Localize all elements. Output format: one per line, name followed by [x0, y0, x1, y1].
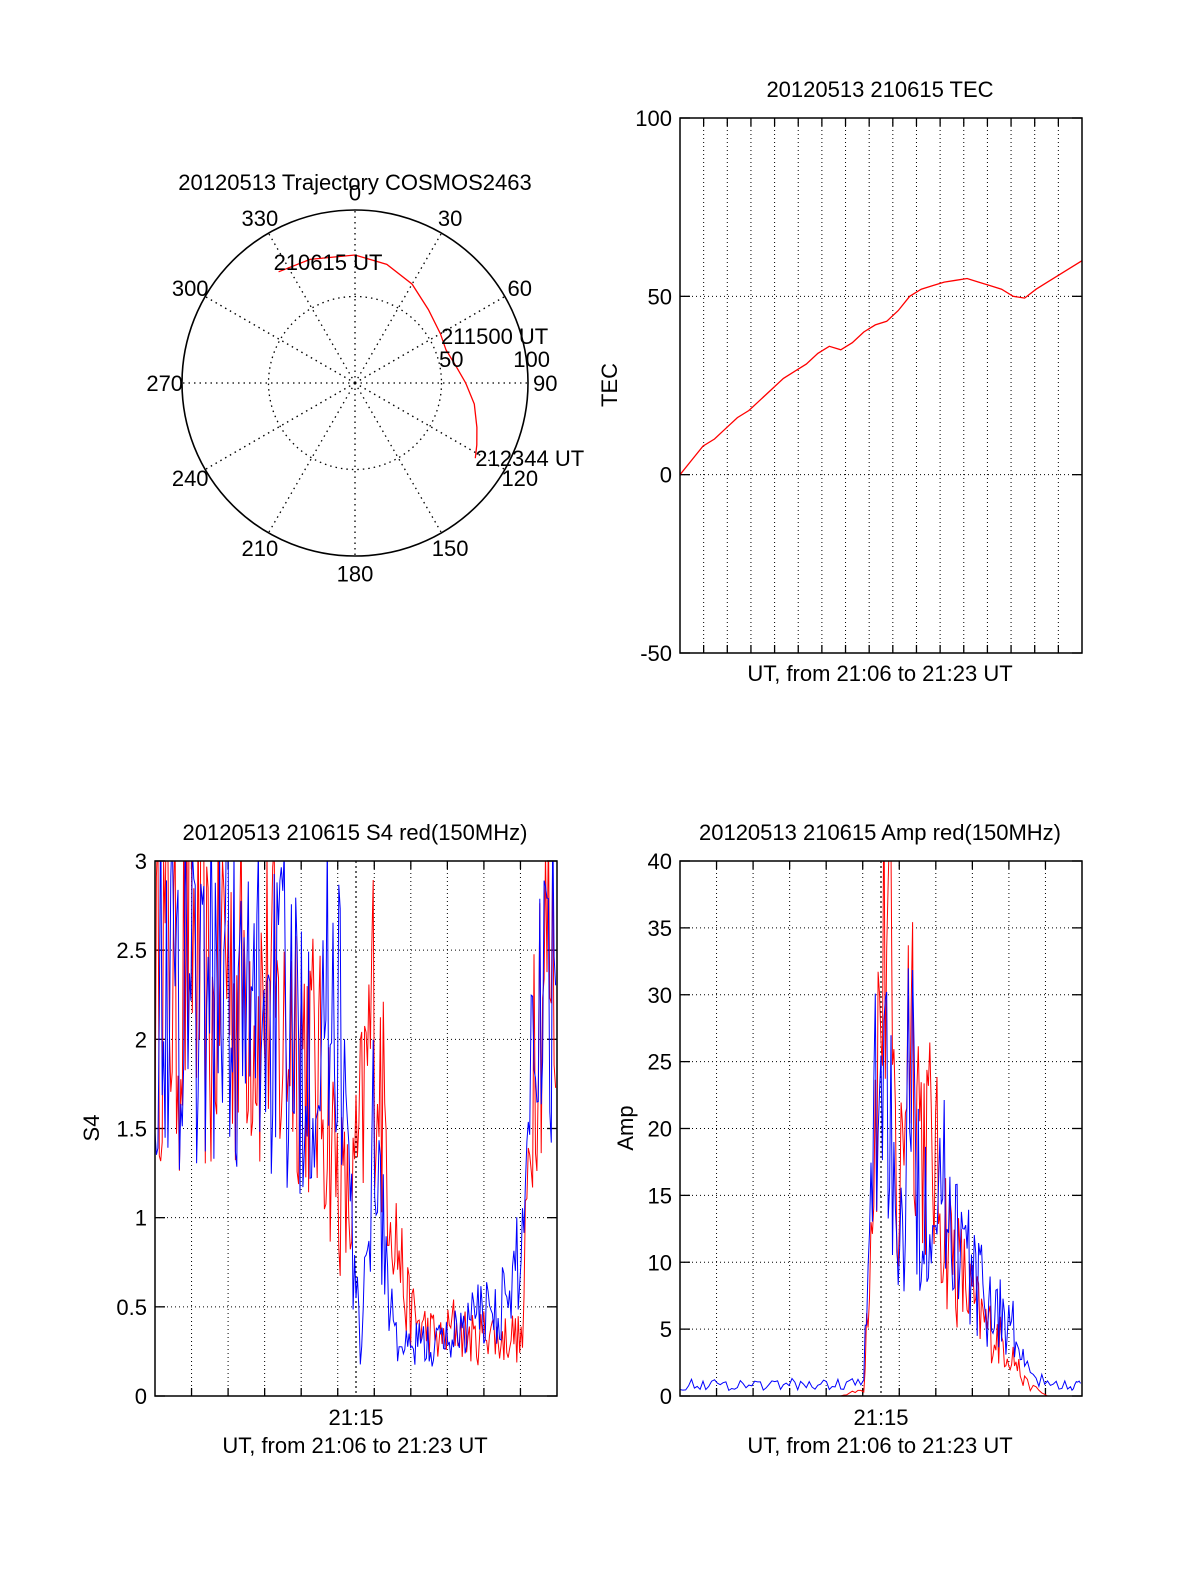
polar-radial-label: 100 [513, 347, 550, 372]
polar-outer-circle [181, 209, 529, 557]
trajectory-chart: 20120513 Trajectory COSMOS2463 0 30 60 90 12… [146, 170, 584, 586]
trajectory-annotation-mid: 211500 UT [441, 324, 548, 349]
polar-angle-label: 150 [432, 536, 469, 561]
y-tick-label: 30 [648, 983, 672, 1008]
series-line-1 [155, 861, 557, 1366]
y-tick-label: -50 [640, 641, 672, 666]
polar-radial-label: 50 [439, 347, 463, 372]
polar-spoke [354, 232, 443, 384]
y-tick-label: 100 [635, 106, 672, 131]
x-tick-label: 21:15 [328, 1405, 383, 1430]
y-tick-label: 3 [135, 849, 147, 874]
x-tick-label: 21:15 [853, 1405, 908, 1430]
y-tick-label: 2 [135, 1027, 147, 1052]
trajectory-title: 20120513 Trajectory COSMOS2463 [178, 170, 531, 195]
s4-chart: 20120513 210615 S4 red(150MHz) UT, from … [79, 820, 558, 1458]
y-tick-label: 40 [648, 849, 672, 874]
polar-spoke [354, 382, 443, 534]
series-group [155, 861, 557, 1367]
y-tick-label: 35 [648, 916, 672, 941]
plot-frame [154, 860, 558, 1397]
y-tick-label: 10 [648, 1250, 672, 1275]
tec-xlabel: UT, from 21:06 to 21:23 UT [747, 661, 1012, 686]
polar-spoke [267, 382, 356, 534]
series-line-1 [680, 861, 1081, 1396]
series-group [680, 861, 1082, 1396]
polar-spoke [204, 382, 356, 471]
tec-title: 20120513 210615 TEC [766, 77, 993, 102]
plot-frame [679, 860, 1083, 1397]
y-tick-label: 5 [660, 1317, 672, 1342]
amp-xlabel: UT, from 21:06 to 21:23 UT [747, 1433, 1012, 1458]
trajectory-line [278, 254, 478, 459]
y-tick-label: 2.5 [116, 938, 147, 963]
y-tick-label: 1.5 [116, 1117, 147, 1142]
polar-angle-label: 90 [533, 371, 557, 396]
y-tick-label: 0.5 [116, 1295, 147, 1320]
polar-angle-label: 270 [146, 371, 183, 396]
series-line-1 [680, 260, 1082, 476]
polar-angle-label: 300 [172, 276, 209, 301]
polar-angle-label: 0 [349, 181, 361, 206]
y-tick-label: 15 [648, 1183, 672, 1208]
polar-spoke [204, 295, 356, 384]
plot-frame [679, 117, 1083, 654]
polar-angle-label: 120 [501, 466, 538, 491]
s4-xlabel: UT, from 21:06 to 21:23 UT [222, 1433, 487, 1458]
y-tick-label: 25 [648, 1050, 672, 1075]
y-tick-label: 0 [135, 1384, 147, 1409]
polar-spoke [354, 382, 506, 471]
amp-chart: 20120513 210615 Amp red(150MHz) UT, from… [613, 820, 1083, 1458]
y-tick-label: 50 [648, 284, 672, 309]
polar-angle-label: 60 [508, 276, 532, 301]
trajectory-annotation-end: 212344 UT [475, 446, 584, 471]
y-tick-label: 20 [648, 1117, 672, 1142]
y-tick-label: 0 [660, 1384, 672, 1409]
s4-ylabel: S4 [79, 1115, 104, 1142]
y-tick-label: 0 [660, 463, 672, 488]
polar-ring-50 [267, 295, 443, 471]
amp-title: 20120513 210615 Amp red(150MHz) [699, 820, 1061, 845]
polar-spoke [354, 295, 506, 384]
tec-ylabel: TEC [597, 363, 622, 407]
series-line-2 [680, 968, 1082, 1392]
polar-spoke [267, 232, 356, 384]
series-group [680, 260, 1082, 476]
trajectory-annotation-start: 210615 UT [274, 250, 383, 275]
tec-chart: 20120513 210615 TEC UT, from 21:06 to 21… [597, 77, 1083, 686]
polar-angle-label: 240 [172, 466, 209, 491]
y-tick-label: 1 [135, 1206, 147, 1231]
polar-angle-label: 210 [241, 536, 278, 561]
polar-angle-label: 180 [337, 561, 374, 586]
s4-title: 20120513 210615 S4 red(150MHz) [183, 820, 528, 845]
polar-angle-label: 330 [241, 206, 278, 231]
amp-ylabel: Amp [613, 1105, 638, 1150]
series-line-2 [155, 861, 557, 1367]
polar-angle-label: 30 [438, 206, 462, 231]
